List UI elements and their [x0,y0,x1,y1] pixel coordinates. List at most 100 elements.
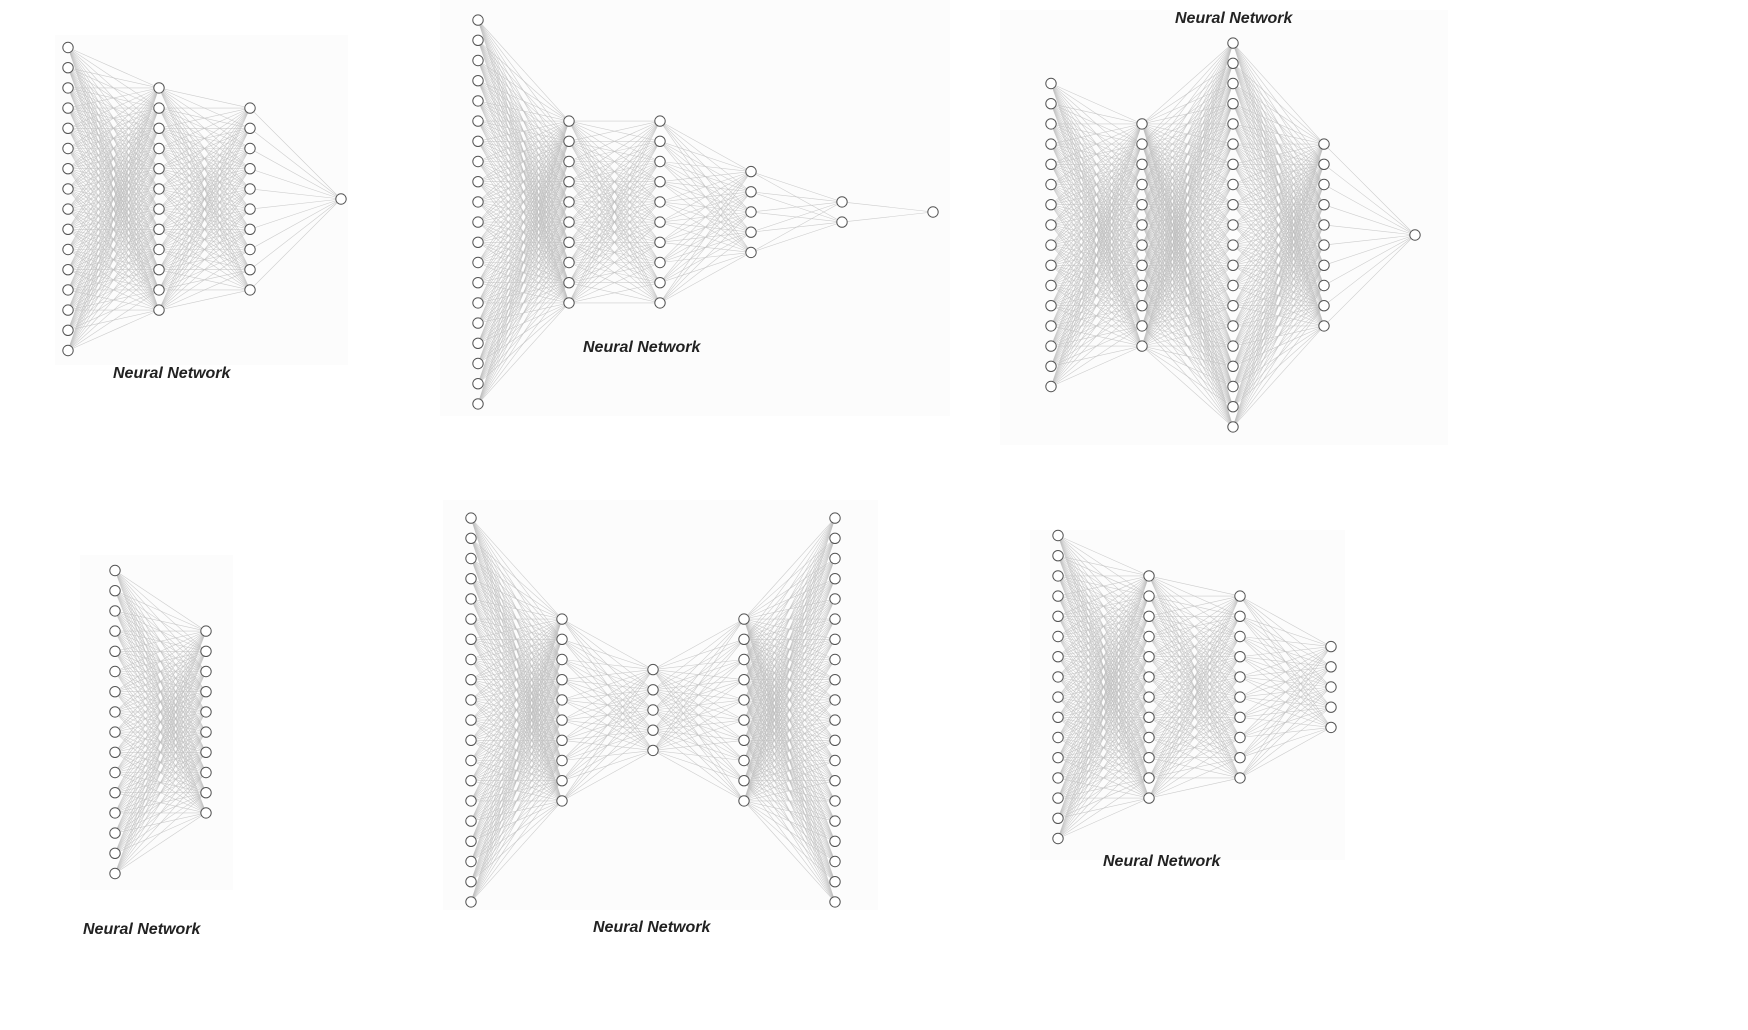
neuron-node [465,714,477,726]
neuron-node [153,284,165,296]
neuron-node [472,297,484,309]
neuron-node [153,183,165,195]
neural-network-3 [1045,37,1421,433]
neuron-node [1318,178,1330,191]
neuron-node [465,795,477,807]
neuron-node [1227,57,1239,69]
neuron-node [472,34,484,46]
neuron-node [1318,138,1330,150]
neuron-node [1325,640,1337,653]
neuron-node [647,724,659,736]
neuron-node [200,645,212,657]
neuron-node [1227,279,1239,292]
neuron-node [465,573,477,585]
neuron-node [62,344,74,357]
neuron-node [1052,671,1064,683]
neuron-node [153,102,165,114]
neuron-node [1052,529,1064,542]
neuron-node [1227,178,1239,191]
neuron-node [1227,37,1239,49]
neural-network-2 [472,14,939,410]
neuron-node [244,243,256,256]
neuron-node [556,734,568,746]
neuron-node [829,896,841,908]
neuron-node [1045,239,1057,251]
neuron-node [1052,792,1064,804]
neuron-node [472,115,484,127]
neuron-node [153,264,165,276]
neuron-node [1143,711,1155,723]
neuron-node [1318,239,1330,251]
neuron-node [1052,711,1064,723]
neuron-node [927,206,939,218]
neuron-node [829,532,841,544]
neuron-node [465,754,477,767]
neuron-node [465,815,477,827]
neuron-node [654,216,666,228]
neuron-node [1234,671,1246,683]
neuron-node [62,61,74,74]
neuron-node [62,223,74,236]
neuron-node [200,686,212,698]
neuron-node [465,633,477,645]
neuron-node [153,203,165,215]
neuron-node [1227,360,1239,372]
neuron-node [1045,118,1057,130]
neuron-node [563,115,575,127]
neuron-node [1136,279,1148,292]
neuron-node [472,54,484,67]
neuron-node [738,674,750,686]
neuron-node [563,277,575,289]
neuron-node [472,378,484,390]
neuron-node [244,102,256,114]
neuron-node [109,867,121,880]
neuron-node [829,552,841,565]
neuron-node [465,653,477,666]
diagram-4-label: Neural Network [83,921,201,938]
neuron-node [1136,178,1148,191]
neuron-node [1318,259,1330,271]
neuron-node [1325,681,1337,693]
neuron-node [465,512,477,524]
neuron-node [745,246,757,259]
neuron-node [1234,691,1246,703]
neuron-node [1143,671,1155,683]
neuron-node [738,613,750,625]
neuron-node [1143,590,1155,602]
neuron-node [1227,77,1239,90]
neuron-node [465,593,477,605]
neural-network-4 [109,564,212,880]
neuron-node [1143,651,1155,663]
neuron-node [109,625,121,637]
neuron-node [465,694,477,706]
neuron-node [556,653,568,666]
neuron-node [1227,138,1239,150]
neuron-node [654,277,666,289]
neuron-node [472,196,484,208]
neuron-node [1143,610,1155,622]
diagram-2-label: Neural Network [583,339,701,356]
neuron-node [563,216,575,228]
neuron-node [153,304,165,316]
neuron-node [829,835,841,847]
neuron-node [829,674,841,686]
neuron-node [1227,239,1239,251]
neuron-node [1045,340,1057,352]
neuron-node [472,14,484,26]
neuron-node [244,223,256,236]
neuron-node [109,645,121,657]
neuron-node [829,775,841,787]
neuron-node [1143,731,1155,744]
neuron-node [1045,259,1057,271]
neuron-node [1136,300,1148,312]
neuron-node [1409,229,1421,241]
neuron-node [1325,721,1337,734]
neuron-node [153,142,165,155]
neuron-node [472,176,484,188]
neuron-node [1045,178,1057,191]
neuron-node [1227,421,1239,433]
neural-network-5 [465,512,841,908]
neuron-node [654,256,666,269]
neuron-node [836,216,848,228]
neuron-node [647,663,659,676]
